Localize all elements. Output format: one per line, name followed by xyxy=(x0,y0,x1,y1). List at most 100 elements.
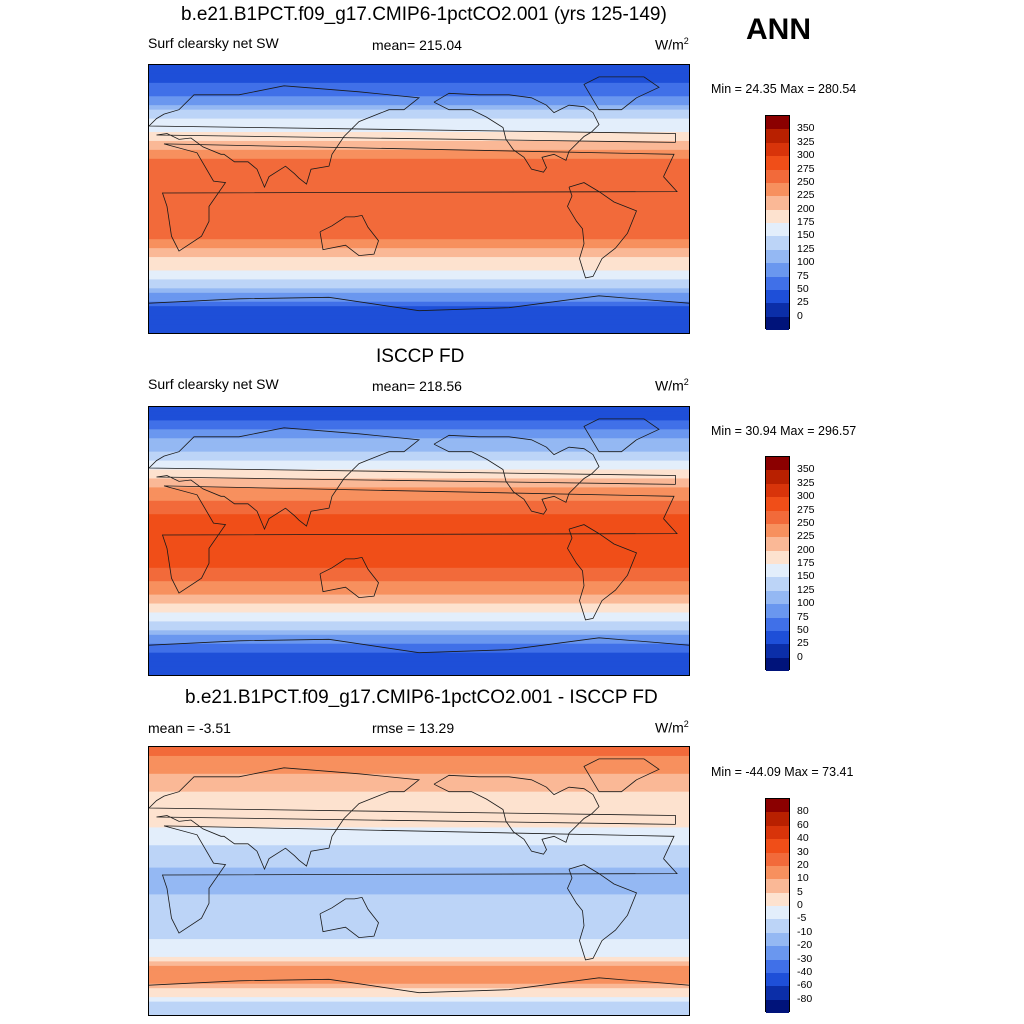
colorbar-swatch xyxy=(766,799,789,813)
zonal-band xyxy=(149,747,689,753)
colorbar-swatch xyxy=(766,657,789,671)
zonal-band xyxy=(149,319,689,325)
zonal-band xyxy=(149,541,689,547)
coastline xyxy=(433,774,600,855)
colorbar-tick-label: 50 xyxy=(797,623,809,636)
coastline xyxy=(149,295,689,312)
colorbar-tick-label: 325 xyxy=(797,135,815,148)
zonal-band xyxy=(149,234,689,240)
zonal-band xyxy=(149,225,689,231)
zonal-band xyxy=(149,243,689,249)
zonal-band xyxy=(149,270,689,276)
zonal-band xyxy=(149,563,689,569)
zonal-band xyxy=(149,755,689,761)
zonal-band xyxy=(149,863,689,869)
colorbar-tick-label: 250 xyxy=(797,516,815,529)
zonal-band xyxy=(149,974,689,980)
zonal-band xyxy=(149,78,689,84)
zonal-band xyxy=(149,424,689,430)
colorbar-swatch xyxy=(766,604,789,618)
zonal-band xyxy=(149,590,689,596)
zonal-band xyxy=(149,576,689,582)
zonal-band xyxy=(149,836,689,842)
zonal-band xyxy=(149,194,689,200)
zonal-band xyxy=(149,1006,689,1012)
zonal-band xyxy=(149,1001,689,1007)
coastline xyxy=(567,524,638,621)
zonal-band xyxy=(149,257,689,263)
panel-3-units: W/m2 xyxy=(655,719,689,736)
zonal-band xyxy=(149,69,689,75)
colorbar-swatch xyxy=(766,879,789,893)
colorbar-tick-label: 325 xyxy=(797,476,815,489)
colorbar-tick-label: 25 xyxy=(797,637,809,650)
coastline xyxy=(149,85,676,189)
panel-2-units: W/m2 xyxy=(655,377,689,394)
colorbar-swatch xyxy=(766,839,789,853)
colorbar-tick-label: 0 xyxy=(797,309,803,322)
zonal-band xyxy=(149,943,689,949)
panel-2-minmax: Min = 30.94 Max = 296.57 xyxy=(711,424,857,438)
zonal-band xyxy=(149,997,689,1003)
colorbar-swatch xyxy=(766,919,789,933)
zonal-band xyxy=(149,558,689,564)
zonal-band xyxy=(149,634,689,640)
zonal-band xyxy=(149,500,689,506)
zonal-band xyxy=(149,429,689,435)
colorbar-swatch xyxy=(766,550,789,564)
colorbar-tick-label: 175 xyxy=(797,216,815,228)
colorbar-swatch xyxy=(766,852,789,866)
zonal-band xyxy=(149,625,689,631)
zonal-band xyxy=(149,518,689,524)
zonal-band xyxy=(149,176,689,182)
zonal-band xyxy=(149,207,689,213)
panel-3-minmax: Min = -44.09 Max = 73.41 xyxy=(711,765,854,779)
zonal-band xyxy=(149,451,689,457)
zonal-band xyxy=(149,907,689,913)
coastline xyxy=(319,896,379,939)
colorbar-swatch xyxy=(766,932,789,947)
zonal-band xyxy=(149,791,689,797)
zonal-band xyxy=(149,82,689,88)
zonal-band xyxy=(149,666,689,672)
colorbar-swatch xyxy=(766,209,789,223)
colorbar-swatch xyxy=(766,644,789,658)
coastline xyxy=(149,637,689,654)
zonal-band xyxy=(149,221,689,227)
zonal-band xyxy=(149,876,689,882)
coastline xyxy=(583,418,660,453)
colorbar-swatch xyxy=(766,457,789,471)
zonal-band xyxy=(149,554,689,560)
colorbar-tick-label: 300 xyxy=(797,149,815,162)
zonal-band xyxy=(149,460,689,466)
zonal-band xyxy=(149,505,689,511)
zonal-band xyxy=(149,456,689,462)
colorbar-tick-label: 0 xyxy=(797,650,803,663)
coastline xyxy=(319,214,379,257)
zonal-band xyxy=(149,154,689,160)
zonal-band xyxy=(149,420,689,426)
zonal-band xyxy=(149,773,689,779)
panel-3-title: b.e21.B1PCT.f09_g17.CMIP6-1pctCO2.001 - … xyxy=(185,687,658,708)
zonal-band xyxy=(149,894,689,900)
coastline xyxy=(319,556,379,599)
zonal-band xyxy=(149,545,689,551)
colorbar-tick-label: 30 xyxy=(797,845,809,858)
zonal-band xyxy=(149,992,689,998)
zonal-band xyxy=(149,845,689,851)
zonal-band xyxy=(149,274,689,280)
zonal-band xyxy=(149,163,689,169)
zonal-band xyxy=(149,1010,689,1015)
colorbar-swatch xyxy=(766,523,789,538)
colorbar-swatch xyxy=(766,223,789,237)
coastline xyxy=(161,143,678,252)
zonal-band xyxy=(149,91,689,97)
zonal-band xyxy=(149,514,689,520)
zonal-band xyxy=(149,608,689,614)
panel-1-title: b.e21.B1PCT.f09_g17.CMIP6-1pctCO2.001 (y… xyxy=(181,4,667,25)
panel-3-map-svg xyxy=(149,747,689,1015)
colorbar-tick-label: 75 xyxy=(797,269,809,282)
zonal-band xyxy=(149,261,689,267)
zonal-band xyxy=(149,415,689,421)
colorbar-swatch xyxy=(766,497,789,511)
